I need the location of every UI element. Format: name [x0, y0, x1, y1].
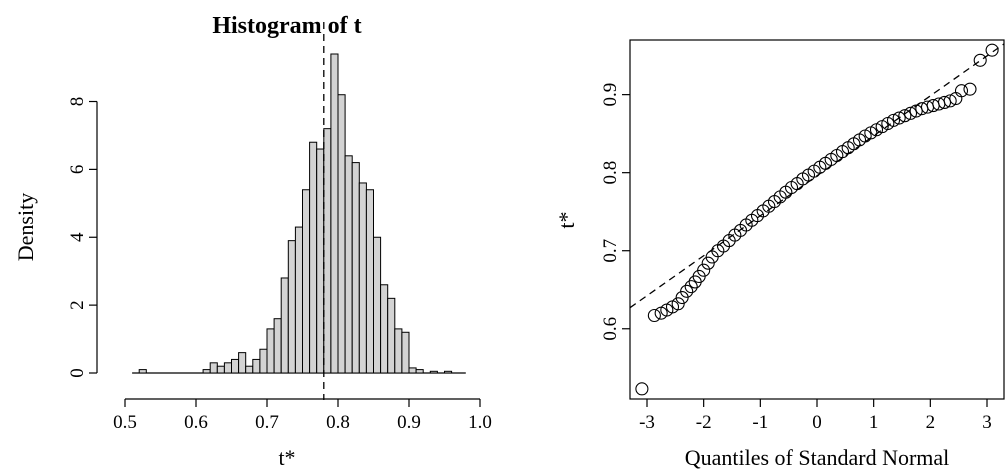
- histogram-y-axis-label: Density: [13, 193, 38, 261]
- histogram-bar: [252, 358, 261, 374]
- histogram-bar: [344, 155, 353, 374]
- histogram-bar: [337, 94, 346, 374]
- histogram-title: Histogram of t: [212, 13, 361, 39]
- qq-x-tick-label: 1: [869, 412, 879, 433]
- histogram-bar: [380, 284, 389, 374]
- histogram-bar: [387, 297, 396, 374]
- qq-x-tick-label: -1: [752, 412, 768, 433]
- qq-point: [680, 284, 694, 298]
- histogram-bar: [351, 162, 360, 374]
- histogram-bar: [415, 369, 424, 374]
- histogram-bar: [216, 365, 225, 374]
- qq-x-tick-label: 0: [812, 412, 822, 433]
- histogram-y-tick-label: 0: [67, 368, 88, 378]
- histogram-bar: [231, 358, 240, 374]
- histogram-y-tick-label: 6: [67, 165, 88, 175]
- histogram-bar: [330, 53, 339, 374]
- histogram-bar: [429, 370, 438, 374]
- qq-x-tick-label: 3: [982, 412, 992, 433]
- histogram-bar: [287, 240, 296, 374]
- histogram-x-tick-label: 0.8: [326, 412, 350, 433]
- qq-point: [985, 43, 999, 57]
- histogram-bar: [138, 369, 147, 374]
- qq-x-axis-label: Quantiles of Standard Normal: [685, 445, 950, 470]
- histogram-bar: [408, 367, 417, 374]
- histogram-x-tick-label: 1.0: [468, 412, 492, 433]
- histogram-bar: [373, 236, 382, 374]
- qq-point: [701, 256, 715, 270]
- histogram-bar: [259, 348, 268, 374]
- qq-point: [892, 111, 906, 125]
- histogram-bar: [280, 277, 289, 374]
- qq-y-tick-label: 0.7: [600, 239, 621, 263]
- histogram-bar: [209, 362, 218, 374]
- histogram-x-axis-label: t*: [278, 445, 295, 470]
- histogram-x-tick-label: 0.7: [255, 412, 279, 433]
- histogram-bar: [309, 141, 318, 374]
- qq-y-axis-label: t*: [554, 211, 579, 228]
- histogram-bar: [316, 148, 325, 374]
- histogram-bar: [444, 370, 453, 374]
- qq-x-tick-label: -2: [696, 412, 712, 433]
- histogram-x-tick-label: 0.6: [184, 412, 208, 433]
- qq-point: [898, 109, 912, 123]
- histogram-bar: [323, 128, 332, 374]
- qq-point: [903, 106, 918, 120]
- histogram-axes: 0.5 0.6 0.7 0.8 0.9 1.0 0 2 4 6 8: [67, 97, 492, 433]
- histogram-bar: [266, 328, 275, 374]
- histogram-bar: [238, 352, 247, 374]
- qq-point: [943, 94, 957, 108]
- histogram-y-tick-label: 2: [67, 300, 88, 310]
- qq-point: [963, 82, 977, 96]
- qq-x-tick-label: 2: [926, 412, 936, 433]
- histogram-bar: [302, 189, 311, 374]
- histogram-bar: [245, 365, 254, 374]
- histogram-bar: [401, 331, 410, 374]
- histogram-x-tick-label: 0.5: [113, 412, 137, 433]
- qq-point: [671, 297, 685, 311]
- qq-y-tick-label: 0.9: [600, 83, 621, 107]
- histogram-bar: [358, 182, 367, 374]
- qq-plot-frame: [629, 39, 1005, 400]
- qq-point: [647, 308, 661, 323]
- histogram-y-tick-label: 8: [67, 97, 88, 107]
- qq-axes: -3 -2 -1 0 1 2 3 0.6 0.7 0.8 0.9: [600, 83, 992, 433]
- histogram-x-tick-label: 0.9: [397, 412, 421, 433]
- histogram-bars: [132, 22, 466, 400]
- histogram-panel: Histogram of t t* Density 0.5 0.6 0.7 0.8 0.…: [13, 13, 492, 470]
- qq-point: [954, 84, 969, 98]
- qq-point: [973, 53, 987, 67]
- qq-point: [937, 95, 952, 109]
- histogram-bar: [223, 362, 232, 374]
- qq-point: [909, 104, 923, 118]
- histogram-bar: [273, 318, 282, 374]
- qq-y-tick-label: 0.6: [600, 317, 621, 341]
- qq-point: [684, 280, 698, 294]
- histogram-bar: [202, 369, 211, 374]
- qq-points: [629, 43, 1005, 396]
- qq-point: [886, 113, 901, 127]
- qq-x-tick-label: -3: [639, 412, 655, 433]
- histogram-bar: [394, 328, 403, 374]
- qq-point: [697, 263, 711, 277]
- qq-y-tick-label: 0.8: [600, 161, 621, 185]
- histogram-bar: [294, 226, 303, 374]
- qq-plot-panel: Quantiles of Standard Normal t* -3 -2 -1 0 1…: [554, 39, 1005, 470]
- histogram-y-tick-label: 4: [67, 232, 88, 242]
- qq-point: [635, 382, 649, 396]
- histogram-bar: [365, 189, 374, 374]
